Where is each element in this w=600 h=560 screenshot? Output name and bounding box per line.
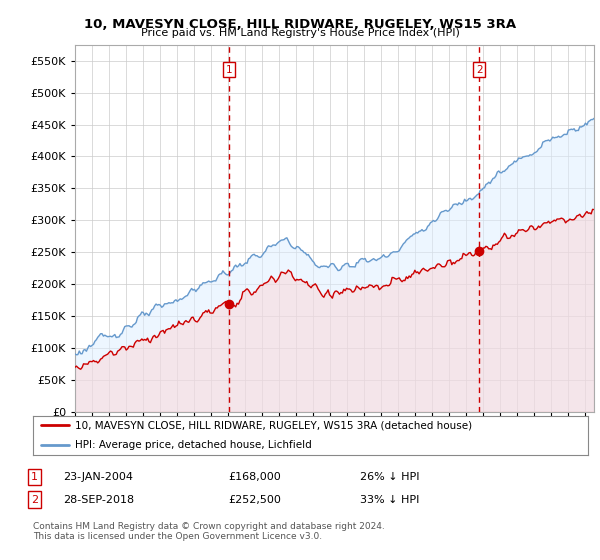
Text: Price paid vs. HM Land Registry's House Price Index (HPI): Price paid vs. HM Land Registry's House … bbox=[140, 28, 460, 38]
Text: 2: 2 bbox=[476, 64, 482, 74]
Text: 10, MAVESYN CLOSE, HILL RIDWARE, RUGELEY, WS15 3RA (detached house): 10, MAVESYN CLOSE, HILL RIDWARE, RUGELEY… bbox=[74, 421, 472, 430]
Text: 23-JAN-2004: 23-JAN-2004 bbox=[63, 472, 133, 482]
Text: £252,500: £252,500 bbox=[228, 494, 281, 505]
Text: HPI: Average price, detached house, Lichfield: HPI: Average price, detached house, Lich… bbox=[74, 440, 311, 450]
Text: 33% ↓ HPI: 33% ↓ HPI bbox=[360, 494, 419, 505]
Text: 28-SEP-2018: 28-SEP-2018 bbox=[63, 494, 134, 505]
Text: £168,000: £168,000 bbox=[228, 472, 281, 482]
Text: 26% ↓ HPI: 26% ↓ HPI bbox=[360, 472, 419, 482]
Text: 10, MAVESYN CLOSE, HILL RIDWARE, RUGELEY, WS15 3RA: 10, MAVESYN CLOSE, HILL RIDWARE, RUGELEY… bbox=[84, 18, 516, 31]
Text: Contains HM Land Registry data © Crown copyright and database right 2024.
This d: Contains HM Land Registry data © Crown c… bbox=[33, 522, 385, 542]
Text: 2: 2 bbox=[31, 494, 38, 505]
Text: 1: 1 bbox=[226, 64, 233, 74]
Text: 1: 1 bbox=[31, 472, 38, 482]
